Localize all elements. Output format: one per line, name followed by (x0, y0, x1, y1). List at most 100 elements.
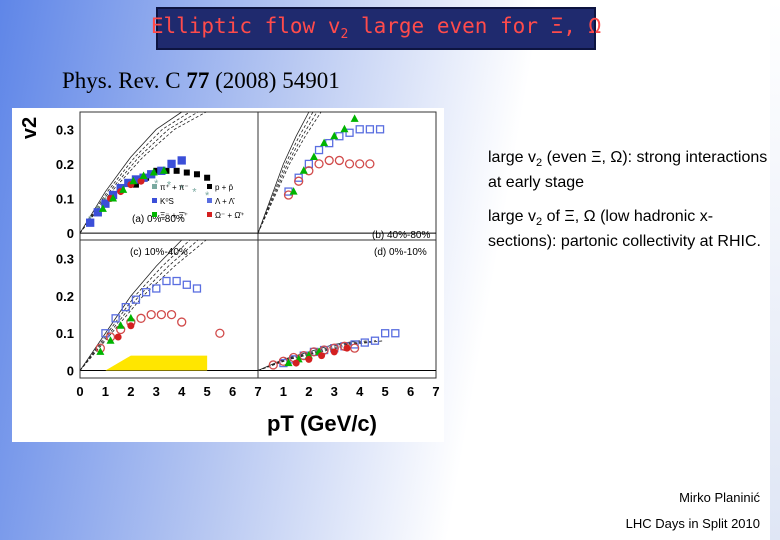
y-tick-label: 0.1 (56, 191, 74, 206)
slide-title-text: Elliptic flow v2 large even for Ξ, Ω (150, 14, 602, 43)
data-point-kaon (101, 199, 110, 208)
data-point-xi (299, 166, 308, 174)
data-point-proton (173, 167, 180, 174)
data-point-xi (350, 114, 359, 122)
x-tick-label: 4 (178, 384, 186, 399)
data-point-lambda (192, 284, 202, 293)
data-point-pion: * (205, 190, 210, 202)
data-point-kaon_open (136, 313, 146, 323)
yellow-band (105, 355, 208, 371)
x-tick-label: 5 (204, 384, 211, 399)
x-tick-label: 7 (254, 384, 261, 399)
bullet-item: large v2 of Ξ, Ω (low hadronic x-section… (488, 208, 761, 251)
bullet-list: large v2 (even Ξ, Ω): strong interaction… (488, 148, 768, 266)
data-point-lambda (355, 125, 364, 134)
hydro-curve (79, 111, 207, 234)
data-point-xi (284, 358, 293, 367)
legend-label: p + p̄ (215, 183, 234, 192)
data-point-xi (129, 176, 138, 185)
footer-author: Mirko Planinić (679, 490, 760, 505)
data-point-omega (343, 344, 351, 352)
hydro-curve (257, 111, 318, 234)
data-point-lambda (350, 340, 359, 349)
slide-title: Elliptic flow v2 large even for Ξ, Ω (151, 7, 601, 50)
y-tick-label: 0.1 (56, 326, 74, 341)
data-point-lambda (111, 314, 120, 323)
data-point-kaon_open (349, 343, 360, 353)
data-point-kaon_open (146, 309, 156, 320)
legend-marker (207, 184, 212, 189)
panel-label: (a) 0%-80% (132, 214, 185, 225)
data-point-kaon_open (177, 317, 187, 327)
data-point-kaon_open (294, 176, 304, 186)
data-point-lambda (172, 276, 181, 286)
data-point-lambda (365, 125, 375, 134)
data-point-proton (153, 167, 160, 174)
panel-label: (d) 0%-10% (374, 247, 427, 258)
data-point-proton (193, 171, 200, 178)
panel-frame (257, 239, 437, 379)
data-point-lambda (131, 295, 141, 304)
panel-label: (c) 10%-40% (130, 247, 188, 258)
x-tick-label: 3 (331, 384, 338, 399)
legend-label: K⁰S (160, 197, 174, 206)
v2-figure: *************00.10.20.300.10.20.30123456… (12, 108, 444, 442)
footer-event: LHC Days in Split 2010 (625, 516, 760, 531)
citation: Phys. Rev. C 77 (2008) 54901 (62, 68, 340, 93)
data-point-omega (292, 359, 300, 367)
data-point-lambda (370, 336, 380, 345)
slide-edge-decoration (770, 0, 780, 540)
bullet-item: large v2 (even Ξ, Ω): strong interaction… (488, 149, 768, 192)
data-point-lambda (182, 280, 191, 289)
legend-label: π⁺ + π⁻ (160, 183, 189, 192)
y-tick-label: 0.3 (56, 122, 74, 137)
data-point-omega (127, 322, 135, 330)
hydro-curve (79, 111, 199, 234)
data-point-proton (183, 169, 190, 176)
data-point-kaon_open (268, 360, 278, 370)
data-point-lambda (121, 302, 130, 312)
data-point-pion: * (192, 187, 197, 199)
data-point-kaon_open (324, 155, 334, 166)
data-point-xi (98, 204, 107, 212)
data-point-kaon_open (166, 309, 177, 320)
x-tick-label: 1 (280, 384, 287, 399)
hydro-curve (79, 111, 182, 234)
data-point-kaon_open (334, 155, 345, 166)
data-point-xi (320, 138, 329, 147)
data-point-xi (139, 171, 148, 179)
data-point-lambda (391, 329, 400, 338)
data-point-lambda (294, 173, 303, 182)
data-point-lambda (152, 284, 161, 293)
data-point-omega (305, 355, 313, 363)
data-point-xi (309, 152, 318, 160)
panel-label: (b) 40%-80% (372, 230, 430, 241)
legend-marker (152, 198, 157, 203)
data-point-lambda (380, 329, 390, 338)
data-point-xi (109, 193, 118, 202)
data-point-xi (289, 187, 298, 195)
data-point-kaon_open (344, 159, 355, 169)
data-point-lambda (360, 338, 369, 347)
x-tick-label: 3 (153, 384, 160, 399)
data-point-omega (318, 352, 326, 360)
v2-chart: *************00.10.20.300.10.20.30123456… (19, 111, 440, 436)
data-point-lambda (375, 125, 385, 134)
legend-marker (207, 212, 212, 217)
data-point-lambda (141, 288, 151, 297)
data-point-kaon_open (283, 190, 294, 200)
data-point-pion: * (154, 178, 159, 190)
data-point-pion: * (180, 183, 185, 195)
x-tick-label: 2 (305, 384, 312, 399)
data-point-xi (149, 168, 158, 176)
data-point-kaon (177, 156, 186, 165)
legend-marker (207, 198, 212, 203)
data-point-kaon_open (314, 159, 324, 169)
data-point-lambda (314, 145, 324, 155)
x-tick-label: 0 (76, 384, 83, 399)
x-tick-label: 5 (382, 384, 389, 399)
legend-marker (152, 212, 157, 217)
data-point-omega (137, 177, 145, 185)
data-point-kaon (93, 208, 102, 217)
